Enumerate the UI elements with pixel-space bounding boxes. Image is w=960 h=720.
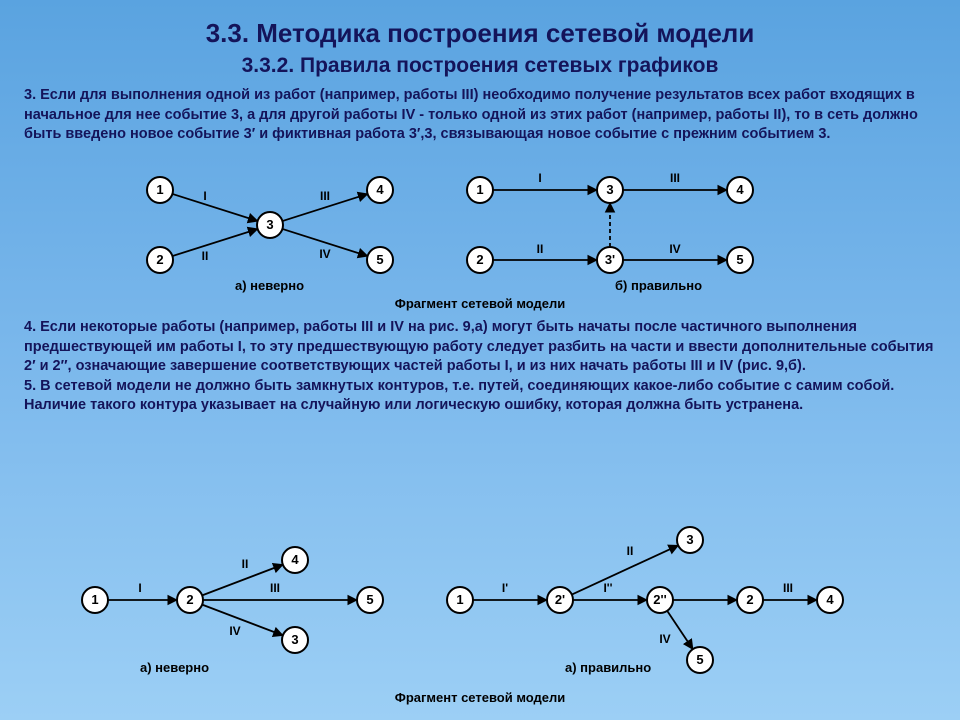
caption-mid: Фрагмент сетевой модели bbox=[0, 296, 960, 311]
svg-text:1: 1 bbox=[91, 592, 98, 607]
svg-text:5: 5 bbox=[366, 592, 373, 607]
svg-text:2: 2 bbox=[156, 252, 163, 267]
svg-text:5: 5 bbox=[696, 652, 703, 667]
svg-text:II: II bbox=[537, 242, 544, 256]
svg-text:1: 1 bbox=[456, 592, 463, 607]
page-title: 3.3. Методика построения сетевой модели bbox=[0, 18, 960, 49]
caption-2b: а) правильно bbox=[565, 660, 651, 675]
svg-text:III: III bbox=[320, 189, 330, 203]
svg-text:IV: IV bbox=[669, 242, 680, 256]
svg-text:III: III bbox=[783, 581, 793, 595]
svg-text:4: 4 bbox=[736, 182, 744, 197]
diagram-2b: I'I''IIIIIIV312'2''245 bbox=[430, 525, 860, 680]
svg-text:II: II bbox=[627, 544, 634, 558]
caption-1b: б) правильно bbox=[615, 278, 702, 293]
svg-text:IV: IV bbox=[319, 247, 330, 261]
svg-text:I': I' bbox=[502, 581, 508, 595]
svg-text:3: 3 bbox=[686, 532, 693, 547]
caption-bottom: Фрагмент сетевой модели bbox=[0, 690, 960, 705]
svg-text:3: 3 bbox=[606, 182, 613, 197]
svg-text:I: I bbox=[138, 581, 141, 595]
svg-text:2'': 2'' bbox=[653, 592, 666, 607]
svg-text:II: II bbox=[202, 249, 209, 263]
svg-text:I: I bbox=[538, 171, 541, 185]
svg-text:2: 2 bbox=[746, 592, 753, 607]
svg-text:2': 2' bbox=[555, 592, 565, 607]
diagram-1b: IIIIIIIV1233'45 bbox=[450, 170, 780, 285]
svg-text:4: 4 bbox=[376, 182, 384, 197]
svg-text:2: 2 bbox=[476, 252, 483, 267]
svg-text:3: 3 bbox=[266, 217, 273, 232]
svg-text:5: 5 bbox=[376, 252, 383, 267]
caption-2a: а) неверно bbox=[140, 660, 209, 675]
svg-text:IV: IV bbox=[229, 624, 240, 638]
svg-text:4: 4 bbox=[826, 592, 834, 607]
page-subtitle: 3.3.2. Правила построения сетевых график… bbox=[0, 54, 960, 78]
svg-text:3': 3' bbox=[605, 252, 615, 267]
svg-text:III: III bbox=[670, 171, 680, 185]
paragraph-3: 3. Если для выполнения одной из работ (н… bbox=[24, 86, 936, 145]
caption-1a: а) неверно bbox=[235, 278, 304, 293]
diagram-1a: IIIIIIIV12345 bbox=[130, 170, 420, 285]
svg-text:1: 1 bbox=[476, 182, 483, 197]
svg-text:5: 5 bbox=[736, 252, 743, 267]
svg-text:2: 2 bbox=[186, 592, 193, 607]
svg-text:II: II bbox=[242, 557, 249, 571]
paragraph-4-5: 4. Если некоторые работы (например, рабо… bbox=[24, 318, 936, 416]
svg-text:IV: IV bbox=[659, 632, 670, 646]
svg-text:1: 1 bbox=[156, 182, 163, 197]
svg-text:3: 3 bbox=[291, 632, 298, 647]
svg-text:III: III bbox=[270, 581, 280, 595]
svg-text:4: 4 bbox=[291, 552, 299, 567]
svg-text:I: I bbox=[203, 189, 206, 203]
svg-text:I'': I'' bbox=[603, 581, 612, 595]
diagram-2a: IIIIIIIV12453 bbox=[70, 540, 400, 660]
